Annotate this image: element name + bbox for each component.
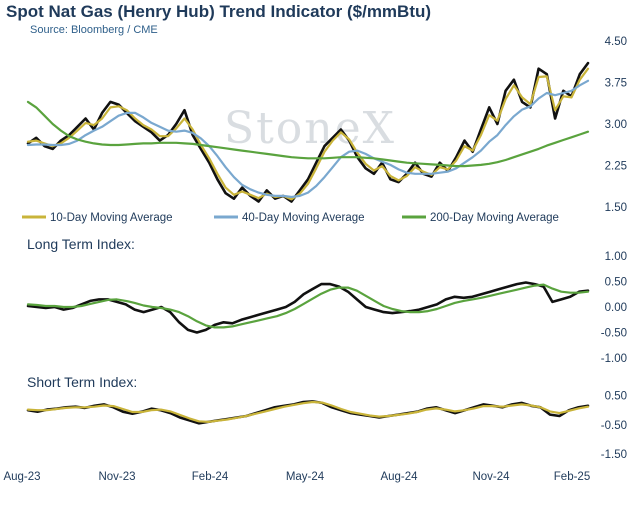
y-tick-label: -1.00 <box>601 353 627 365</box>
series-line-0-1 <box>26 67 590 201</box>
short-term-title: Short Term Index: <box>27 374 138 390</box>
y-tick-label: 4.50 <box>605 36 627 48</box>
x-tick-label: Nov-23 <box>98 471 135 483</box>
series-line-2-1 <box>26 400 590 423</box>
y-tick-label: -0.50 <box>601 420 627 432</box>
chart-title: Spot Nat Gas (Henry Hub) Trend Indicator… <box>6 2 432 21</box>
x-tick-label: Nov-24 <box>472 471 510 483</box>
y-tick-label: 2.25 <box>605 161 627 173</box>
legend-label-0: 10-Day Moving Average <box>50 212 173 224</box>
series-line-1-1 <box>26 283 590 329</box>
y-tick-label: 1.00 <box>605 251 627 263</box>
y-tick-label: -1.50 <box>601 449 627 461</box>
series-line-0-2 <box>26 79 590 199</box>
y-tick-label: 3.75 <box>605 78 627 90</box>
x-tick-label: Feb-24 <box>192 471 229 483</box>
x-tick-label: Feb-25 <box>554 471 590 483</box>
series-line-0-3 <box>26 100 590 168</box>
chart-source: Source: Bloomberg / CME <box>30 24 158 36</box>
legend-label-2: 200-Day Moving Average <box>430 212 559 224</box>
y-tick-label: 0.00 <box>605 302 627 314</box>
x-tick-label: Aug-24 <box>380 471 418 483</box>
watermark-text: StoneX <box>224 103 396 154</box>
y-tick-label: 1.50 <box>605 202 627 214</box>
series-line-2-0 <box>26 400 590 425</box>
y-tick-label: 3.00 <box>605 119 627 131</box>
y-tick-label: 0.50 <box>605 391 627 403</box>
long-term-title: Long Term Index: <box>27 236 135 252</box>
y-tick-label: -0.50 <box>601 328 627 340</box>
x-tick-label: May-24 <box>286 471 325 483</box>
legend-label-1: 40-Day Moving Average <box>242 212 365 224</box>
series-line-1-0 <box>26 281 590 334</box>
x-tick-label: Aug-23 <box>3 471 40 483</box>
y-tick-label: 0.50 <box>605 277 627 289</box>
